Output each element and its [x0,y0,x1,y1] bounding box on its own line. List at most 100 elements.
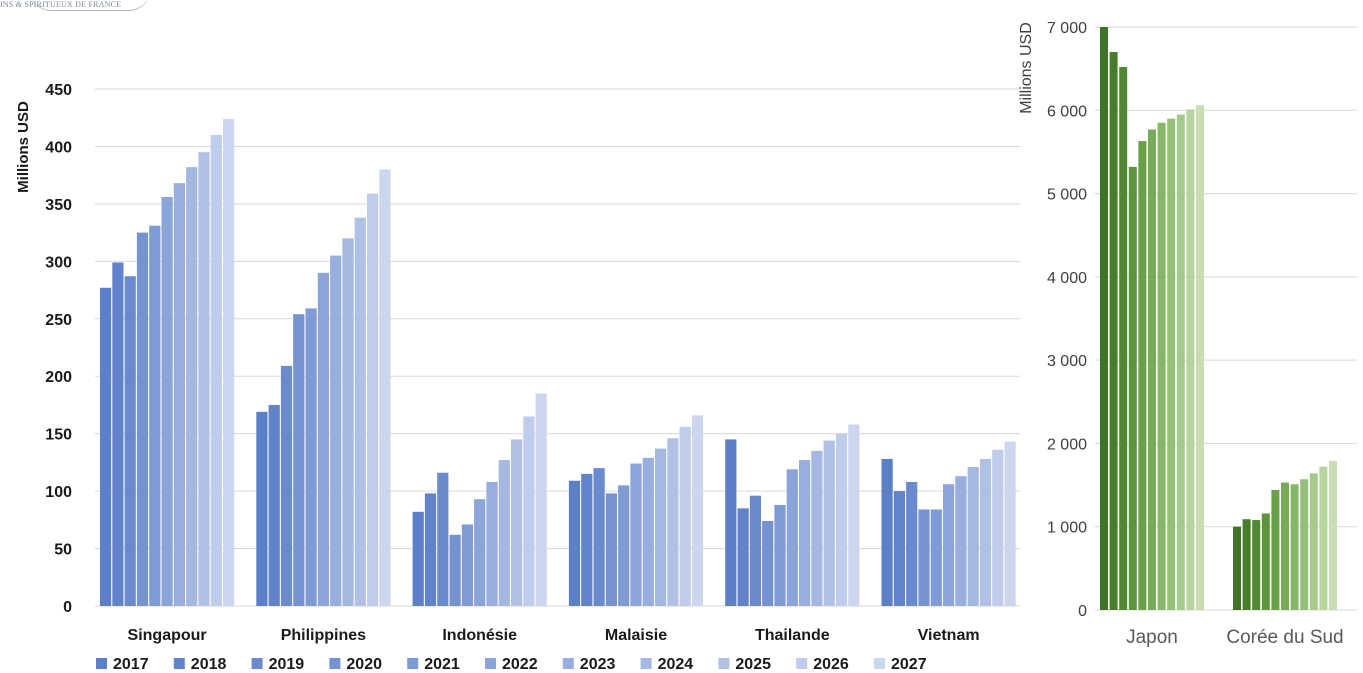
bar-vietnam-2022 [943,484,955,606]
bar-philippines-2018 [268,404,280,606]
legend-label: 2025 [735,656,771,673]
bar-corée-du-sud-2025 [1309,473,1318,610]
legend-label: 2022 [502,656,538,673]
legend-swatch-2022 [485,658,496,669]
bar-japon-2019 [1119,66,1128,610]
y-tick-label: 0 [63,599,72,616]
bar-singapour-2023 [173,183,185,606]
bar-japon-2021 [1138,141,1147,610]
x-category-label: Singapour [128,627,207,644]
bar-philippines-2025 [354,217,366,607]
bar-indonésie-2025 [511,439,523,606]
bar-japon-2023 [1157,122,1166,611]
bar-japon-2024 [1167,118,1176,610]
bar-malaisie-2027 [691,415,704,606]
bar-corée-du-sud-2018 [1242,519,1251,610]
bar-philippines-2019 [280,365,293,606]
bar-malaisie-2024 [655,448,667,606]
bar-malaisie-2018 [581,473,593,606]
header-logo-arc [30,0,150,11]
bar-japon-2020 [1128,166,1137,611]
x-category-label: Japon [1126,627,1178,648]
y-tick-label: 6 000 [1047,103,1087,120]
bar-thailande-2026 [835,433,848,606]
bar-vietnam-2021 [930,509,942,606]
bar-japon-2027 [1196,105,1204,610]
legend-label: 2020 [346,656,382,673]
legend-swatch-2026 [796,658,808,669]
legend-swatch-2019 [251,658,263,669]
bar-vietnam-2018 [893,491,905,606]
bar-indonésie-2027 [535,393,547,606]
bar-japon-2026 [1186,109,1195,611]
x-category-label: Philippines [281,627,366,644]
bar-thailande-2024 [811,450,823,606]
y-axis-label: Millions USD [15,101,32,193]
bar-vietnam-2024 [967,466,979,606]
x-category-label: Malaisie [605,627,667,644]
bar-indonésie-2022 [474,499,486,606]
x-category-label: Indonésie [442,627,517,644]
legend-swatch-2017 [96,658,107,669]
bar-philippines-2026 [367,193,379,606]
bar-malaisie-2026 [679,426,691,606]
bar-japon-2018 [1109,51,1118,610]
legend-swatch-2025 [718,658,730,669]
y-tick-label: 150 [45,427,72,444]
bar-thailande-2020 [762,520,774,606]
bar-singapour-2026 [210,134,222,606]
legend-label: 2021 [424,656,460,673]
bar-malaisie-2017 [568,480,581,606]
legend-swatch-2027 [874,658,885,669]
bar-vietnam-2020 [918,509,930,606]
bar-thailande-2023 [799,460,811,606]
bar-indonésie-2021 [461,524,473,606]
y-tick-label: 450 [45,82,72,99]
legend-swatch-2018 [173,658,185,669]
y-tick-label: 200 [45,369,72,386]
bar-vietnam-2027 [1004,441,1016,606]
bar-malaisie-2023 [642,457,654,606]
bar-singapour-2027 [223,118,235,607]
legend-label: 2018 [191,656,227,673]
legend-label: 2019 [269,656,305,673]
bar-philippines-2023 [330,255,342,607]
bar-corée-du-sud-2027 [1329,460,1337,610]
y-tick-label: 4 000 [1047,270,1087,287]
bar-japon-2022 [1148,129,1156,611]
bar-malaisie-2020 [605,493,617,606]
x-category-label: Corée du Sud [1226,627,1343,648]
bar-singapour-2025 [198,152,210,606]
legend-swatch-2023 [562,658,574,669]
legend-swatch-2020 [329,658,341,669]
y-tick-label: 1 000 [1047,520,1087,537]
bar-malaisie-2019 [593,468,605,606]
bar-corée-du-sud-2023 [1290,484,1299,610]
bar-singapour-2022 [161,196,173,607]
bar-indonésie-2019 [437,472,449,606]
y-tick-label: 300 [45,254,72,271]
bar-vietnam-2023 [955,476,967,606]
bar-singapour-2018 [112,262,124,606]
y-tick-label: 400 [45,139,72,156]
bar-japon-2017 [1100,27,1108,610]
bar-malaisie-2021 [618,485,630,606]
y-tick-label: 100 [45,484,72,501]
bar-singapour-2021 [149,225,161,606]
bar-indonésie-2024 [498,460,510,606]
y-tick-label: 50 [54,542,72,559]
legend-swatch-2024 [640,658,652,669]
y-tick-label: 350 [45,197,72,214]
bar-philippines-2022 [317,272,329,606]
bar-thailande-2018 [737,508,749,606]
bar-corée-du-sud-2017 [1233,526,1241,610]
legend-label: 2026 [813,656,849,673]
bar-thailande-2022 [786,469,798,606]
bar-indonésie-2020 [449,534,461,606]
y-tick-label: 2 000 [1047,436,1087,453]
bar-corée-du-sud-2019 [1252,520,1261,610]
bar-singapour-2024 [186,167,198,606]
bar-indonésie-2026 [523,416,535,606]
bar-vietnam-2026 [992,449,1004,606]
